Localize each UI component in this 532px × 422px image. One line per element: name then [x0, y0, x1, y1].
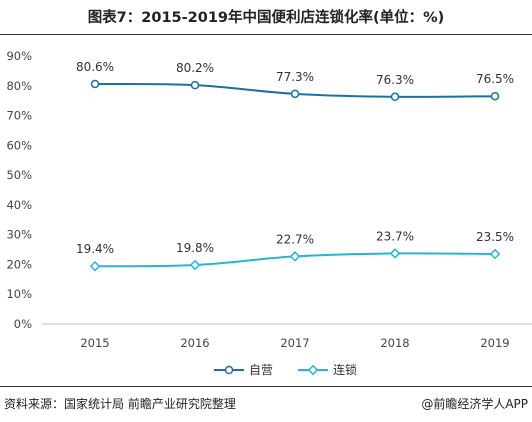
legend-item-1: 自营: [214, 363, 273, 377]
y-tick-label: 10%: [6, 287, 32, 301]
source-note: 资料来源：国家统计局 前瞻产业研究院整理: [4, 397, 236, 411]
y-axis-ticks: 0% 10% 20% 30% 40% 50% 60% 70% 80% 90%: [6, 49, 32, 331]
y-tick-label: 20%: [6, 257, 32, 271]
y-tick-label: 90%: [6, 49, 32, 63]
x-tick-label: 2018: [380, 336, 409, 350]
data-point: [189, 259, 201, 271]
data-label: 80.6%: [76, 60, 114, 74]
y-tick-label: 60%: [6, 138, 32, 152]
data-point: [390, 92, 400, 102]
data-point: [389, 248, 401, 259]
x-axis-ticks: 2015 2016 2017 2018 2019: [80, 336, 509, 350]
y-tick-label: 50%: [6, 168, 32, 182]
y-tick-label: 0%: [14, 317, 32, 331]
data-label: 80.2%: [176, 61, 214, 75]
bottom-rule: [0, 386, 532, 387]
data-label: 77.3%: [276, 70, 314, 84]
data-point: [290, 89, 300, 99]
chart-title: 图表7：2015-2019年中国便利店连锁化率(单位：%): [87, 10, 445, 26]
series-layer: 80.6% 80.2% 77.3% 76.3% 76.5% 19.4% 19.8% 22.7%…: [76, 60, 514, 272]
y-tick-label: 40%: [6, 198, 32, 212]
data-label: 22.7%: [276, 232, 314, 246]
line-chart: 0%10%20%30%40%50%60%70%80%90% 2015 2016 20…: [6, 49, 532, 377]
data-point: [490, 91, 500, 101]
y-tick-label: 80%: [6, 79, 32, 93]
data-label: 19.4%: [76, 242, 114, 256]
series-1: 80.6% 80.2% 77.3% 76.3% 76.5%: [76, 60, 514, 102]
data-point: [89, 260, 101, 272]
legend-marker: [307, 364, 319, 376]
legend-label: 连锁: [333, 362, 357, 377]
data-label: 76.5%: [476, 72, 514, 86]
x-tick-label: 2017: [280, 336, 309, 350]
series-2: 19.4% 19.8% 22.7% 23.7% 23.5%: [76, 229, 514, 272]
legend-label: 自营: [249, 363, 273, 377]
x-tick-label: 2019: [480, 336, 509, 350]
y-tick-label: 30%: [6, 228, 32, 242]
data-label: 23.5%: [476, 230, 514, 244]
data-label: 76.3%: [376, 73, 414, 87]
data-point: [190, 80, 200, 90]
legend: 自营 连锁: [214, 362, 357, 377]
data-label: 23.7%: [376, 229, 414, 243]
data-point: [289, 251, 301, 262]
legend-marker: [224, 365, 234, 375]
data-label: 19.8%: [176, 241, 214, 255]
data-point: [489, 248, 501, 260]
x-tick-label: 2016: [180, 336, 209, 350]
top-rule: [0, 34, 532, 35]
legend-item-2: 连锁: [298, 362, 357, 377]
brand-credit: @前瞻经济学人APP: [421, 397, 528, 411]
x-tick-label: 2015: [80, 336, 109, 350]
y-tick-label: 70%: [6, 109, 32, 123]
data-point: [90, 79, 100, 89]
